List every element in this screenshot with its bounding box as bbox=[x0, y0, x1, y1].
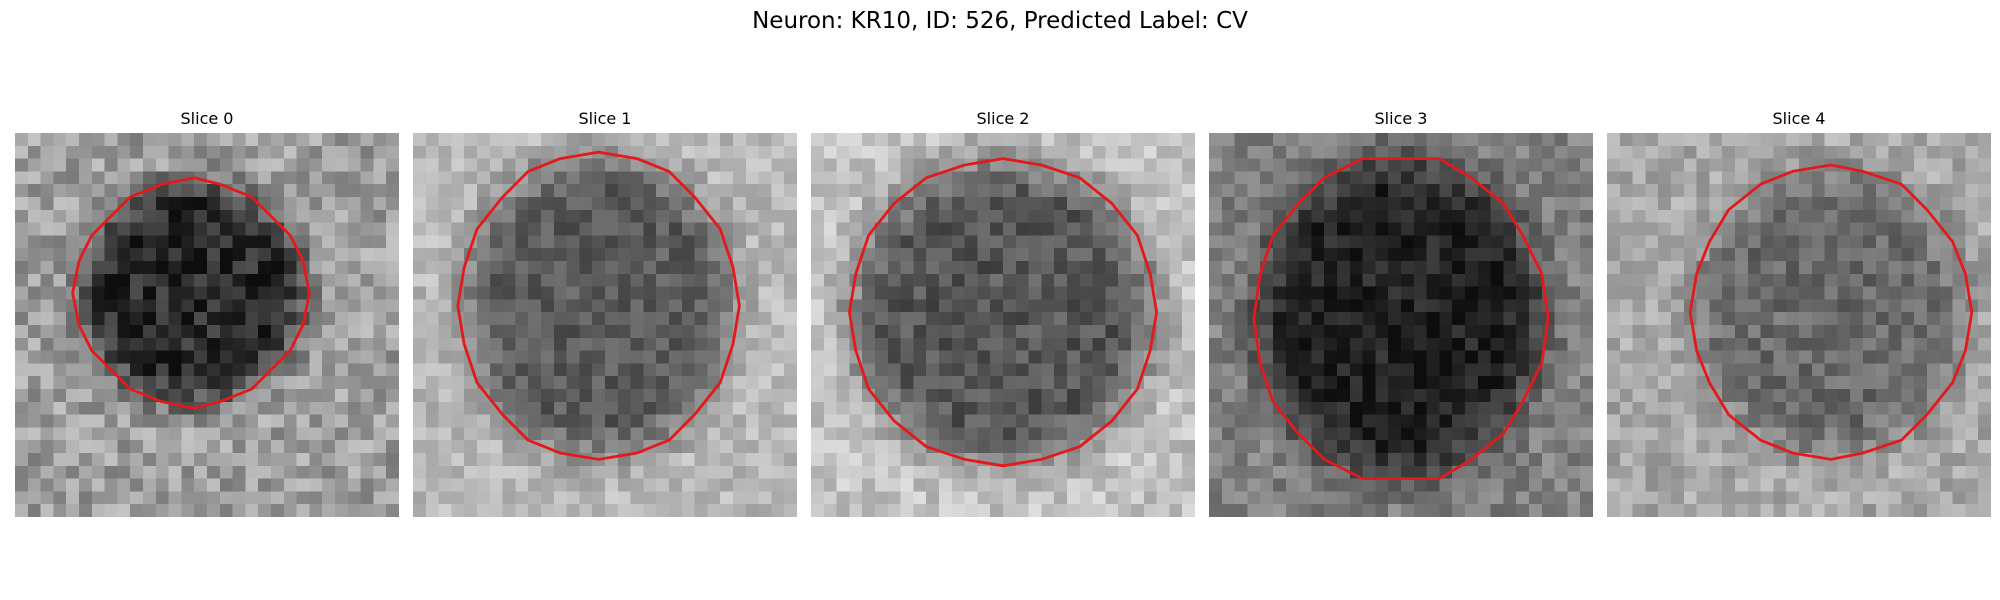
contour-3 bbox=[1252, 157, 1550, 481]
slice-image-0 bbox=[15, 133, 399, 517]
slice-title-0: Slice 0 bbox=[180, 109, 234, 128]
slice-panel-1: Slice 1 bbox=[413, 109, 797, 517]
slice-title-1: Slice 1 bbox=[578, 109, 632, 128]
slice-image-3 bbox=[1209, 133, 1593, 517]
contour-1 bbox=[456, 150, 741, 461]
slice-panel-3: Slice 3 bbox=[1209, 109, 1593, 517]
contour-0 bbox=[71, 176, 311, 410]
slice-image-4 bbox=[1607, 133, 1991, 517]
slice-image-2 bbox=[811, 133, 1195, 517]
slice-panel-2: Slice 2 bbox=[811, 109, 1195, 517]
figure-title: Neuron: KR10, ID: 526, Predicted Label: … bbox=[752, 8, 1248, 34]
slice-panel-0: Slice 0 bbox=[15, 109, 399, 517]
slice-title-2: Slice 2 bbox=[976, 109, 1030, 128]
contour-2 bbox=[847, 157, 1159, 468]
slice-title-4: Slice 4 bbox=[1772, 109, 1826, 128]
slice-image-1 bbox=[413, 133, 797, 517]
slice-title-3: Slice 3 bbox=[1374, 109, 1428, 128]
slice-panel-4: Slice 4 bbox=[1607, 109, 1991, 517]
contour-4 bbox=[1688, 163, 1974, 461]
